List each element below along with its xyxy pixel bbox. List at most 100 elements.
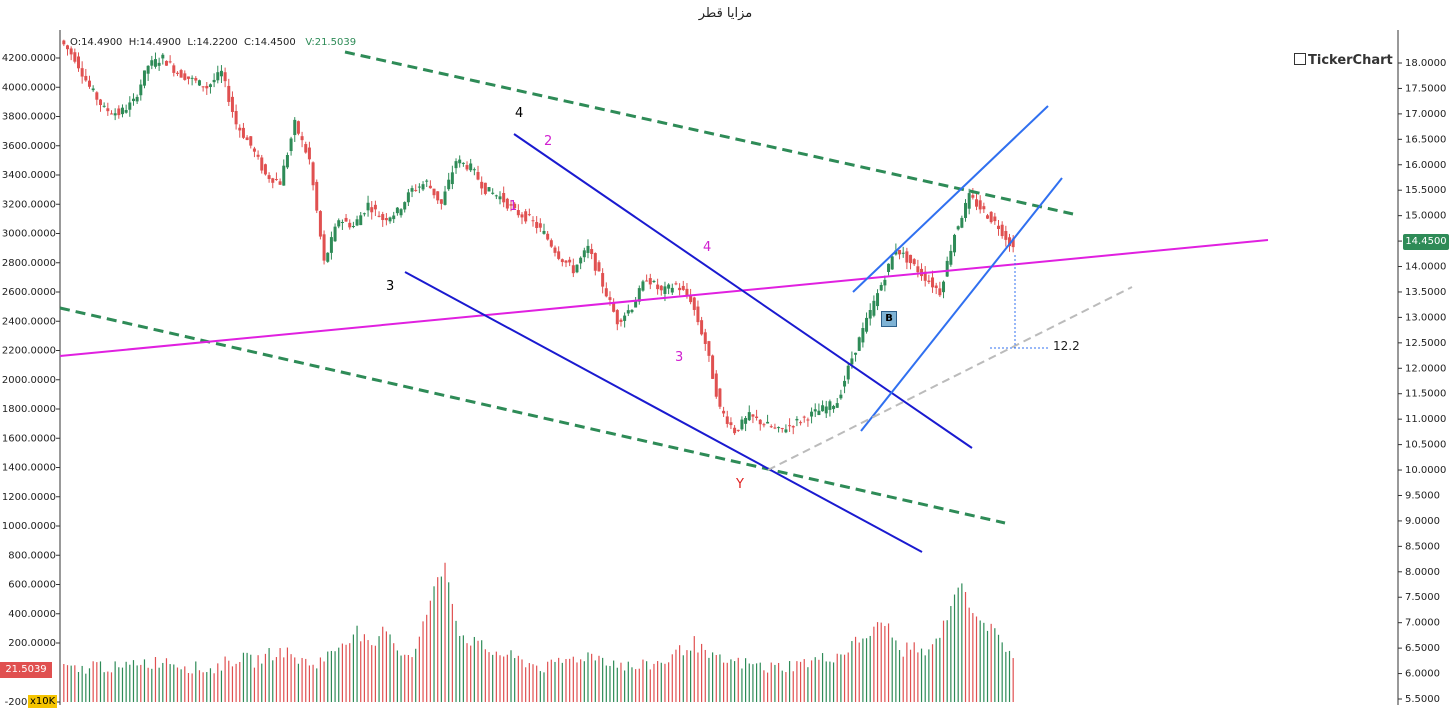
wave-label-magenta-3: 3 [675, 350, 683, 365]
candle-body [274, 179, 278, 181]
candle-body [898, 249, 902, 255]
wave-label-text: 4 [703, 240, 712, 255]
blue-channel-lower-line[interactable] [404, 271, 923, 553]
right-tick-label: 18.0000 [1405, 58, 1446, 69]
right-tick-label: 16.0000 [1405, 160, 1446, 171]
candle-body [472, 169, 476, 171]
candle-body [322, 234, 326, 261]
candle-body [707, 341, 711, 356]
wave-label-magenta-2: 2 [544, 134, 552, 149]
right-tick-label: 17.0000 [1405, 109, 1446, 120]
right-tick-label: 8.5000 [1405, 541, 1440, 552]
candle-body [835, 403, 839, 408]
candle-body [876, 293, 880, 307]
candle-body [216, 72, 220, 81]
candle-body [373, 204, 377, 210]
candle-body [927, 280, 931, 283]
up-channel-lower-line[interactable] [860, 177, 1063, 432]
candle-body [505, 198, 509, 209]
left-tick-label: 400.0000 [8, 609, 56, 620]
left-tick-label: 2800.0000 [2, 258, 56, 269]
candle-body [630, 309, 634, 313]
candle-body [604, 288, 608, 297]
candle-body [153, 59, 157, 67]
candle-body [263, 164, 267, 175]
candle-body [553, 247, 557, 253]
candle-body [271, 178, 275, 183]
candle-body [260, 157, 264, 171]
candle-body [139, 84, 143, 96]
candle-body [626, 310, 630, 314]
candle-body [846, 365, 850, 380]
magenta-trendline[interactable] [59, 239, 1269, 357]
blue-channel-upper-line[interactable] [513, 133, 973, 449]
candle-body [557, 251, 561, 259]
candle-body [670, 287, 674, 293]
candle-body [652, 280, 656, 282]
candle-body [909, 254, 913, 264]
candle-body [399, 209, 403, 216]
candle-body [960, 217, 964, 228]
up-channel-upper-line[interactable] [852, 105, 1049, 293]
candle-body [241, 127, 245, 138]
candle-body [370, 207, 374, 213]
candle-body [685, 288, 689, 296]
candle-body [337, 220, 341, 227]
candle-body [439, 199, 443, 204]
right-tick-label: 13.0000 [1405, 312, 1446, 323]
candle-body [131, 98, 135, 102]
candle-body [157, 62, 161, 66]
candle-body [95, 92, 99, 100]
right-tick-label: 11.0000 [1405, 414, 1446, 425]
left-tick-label: 3400.0000 [2, 170, 56, 181]
candle-body [234, 110, 238, 125]
left-tick-label: 4200.0000 [2, 53, 56, 64]
right-tick-label: 14.0000 [1405, 262, 1446, 273]
right-tick-label: 7.0000 [1405, 618, 1440, 629]
candle-body [487, 187, 491, 192]
candle-body [839, 394, 843, 399]
candle-body [993, 216, 997, 222]
measure-label: 12.2 [1053, 339, 1080, 353]
ohlc-volume: V:21.5039 [305, 37, 357, 48]
wave-label-text: 4 [515, 106, 524, 121]
candle-body [227, 85, 231, 102]
wave-label-text: 1 [509, 199, 518, 214]
left-tick-label: 200.0000 [8, 638, 56, 649]
green-dashed-lower-trendline[interactable] [59, 306, 1006, 525]
candle-body [98, 99, 102, 106]
right-tick-label: 11.5000 [1405, 389, 1446, 400]
candle-body [700, 320, 704, 335]
candle-body [758, 419, 762, 425]
candle-body [582, 250, 586, 258]
candle-body [953, 234, 957, 253]
candle-body [674, 283, 678, 285]
left-tick-label: 1800.0000 [2, 404, 56, 415]
candle-body [813, 409, 817, 412]
candle-body [656, 284, 660, 290]
candle-body [791, 426, 795, 428]
candle-body [307, 147, 311, 160]
candle-body [967, 193, 971, 209]
candle-body [428, 185, 432, 189]
candle-body [667, 284, 671, 289]
candle-body [934, 285, 938, 289]
gray-dashed-trendline[interactable] [767, 286, 1133, 471]
candle-body [795, 418, 799, 421]
green-dashed-upper-trendline[interactable] [344, 50, 1074, 216]
ohlc-readout: O:14.4900 H:14.4900 L:14.2200 C:14.4500 … [70, 37, 356, 48]
candle-body [575, 264, 579, 273]
candle-body [597, 262, 601, 272]
candle-body [755, 416, 759, 419]
candle-body [692, 297, 696, 310]
candle-body [109, 113, 113, 115]
right-tick-label: 13.5000 [1405, 287, 1446, 298]
candle-body [637, 288, 641, 302]
candle-body [641, 281, 645, 291]
buy-badge[interactable]: B [881, 311, 897, 327]
wave-label-text: 3 [386, 279, 395, 294]
candle-body [766, 421, 770, 424]
candle-body [828, 401, 832, 410]
candle-body [245, 137, 249, 141]
